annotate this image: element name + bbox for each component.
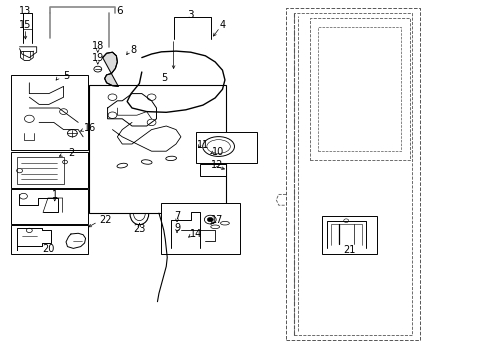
Bar [195,132,256,163]
Text: 9: 9 [174,222,180,233]
Bar [11,225,88,254]
Text: 2: 2 [68,148,74,158]
Circle shape [207,217,213,222]
Bar [199,164,226,176]
Text: 4: 4 [219,20,225,30]
Text: 6: 6 [116,6,123,16]
Text: 10: 10 [211,147,224,157]
Bar [89,85,225,213]
Polygon shape [102,52,118,86]
Bar [17,157,63,184]
Text: 18: 18 [91,41,104,51]
Text: 8: 8 [130,45,136,55]
Bar [11,189,88,224]
Text: 15: 15 [19,20,32,30]
Text: 3: 3 [187,10,194,20]
Text: 23: 23 [133,224,145,234]
Circle shape [137,210,141,213]
Text: 16: 16 [84,123,97,133]
Text: 20: 20 [42,244,55,254]
Text: 12: 12 [211,160,224,170]
Text: 21: 21 [342,245,355,255]
Text: 22: 22 [99,215,111,225]
Text: 17: 17 [211,215,224,225]
Text: 13: 13 [19,6,32,16]
Text: 5: 5 [161,73,166,84]
Text: 11: 11 [196,140,209,150]
Text: 1: 1 [52,190,58,200]
Text: 19: 19 [91,53,104,63]
Text: 7: 7 [174,211,180,221]
Text: 5: 5 [63,71,69,81]
Bar [11,152,88,188]
Bar [11,75,88,150]
Bar [321,216,376,254]
Bar [161,203,239,254]
Text: 14: 14 [189,229,202,239]
